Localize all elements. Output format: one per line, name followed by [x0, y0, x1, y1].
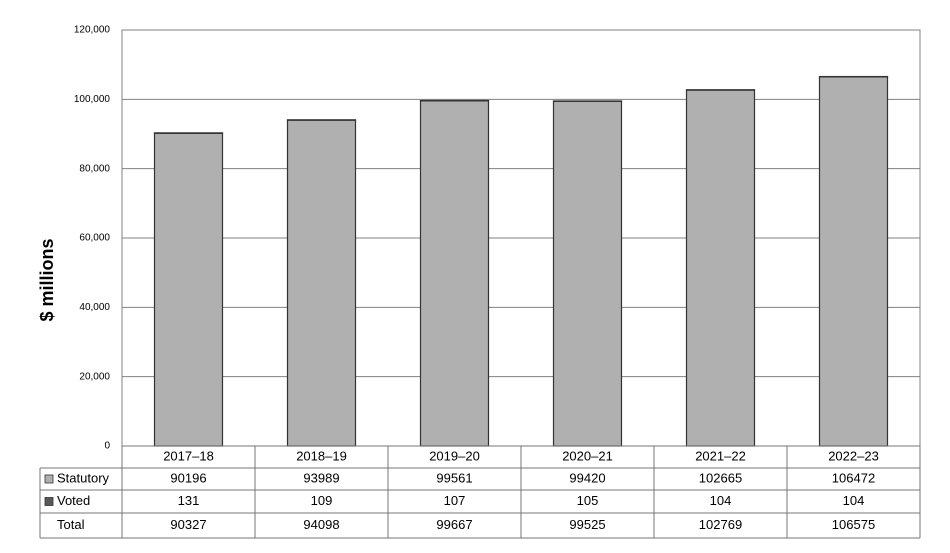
y-tick-label: 0	[104, 441, 110, 452]
table-cell: 90196	[170, 470, 206, 485]
table-cell: 107	[444, 493, 466, 508]
table-cell: 102665	[699, 470, 742, 485]
table-cell: 99667	[436, 517, 472, 532]
bar-segment	[685, 89, 756, 447]
table-cell: 105	[577, 493, 599, 508]
table-cell: 109	[311, 493, 333, 508]
bar-segment	[818, 76, 889, 447]
table-row-label: Total	[57, 517, 85, 532]
table-cell: 99561	[436, 470, 472, 485]
table-cell: 102769	[699, 517, 742, 532]
legend-label: Voted	[57, 493, 90, 508]
table-cell: 104	[710, 493, 732, 508]
table-cell: 106472	[832, 470, 875, 485]
x-tick-label: 2021–22	[695, 448, 746, 463]
bar-segment	[153, 132, 224, 447]
bar-segment	[419, 100, 490, 447]
y-tick-label: 100,000	[74, 94, 111, 105]
legend-swatch	[44, 474, 54, 484]
x-tick-label: 2019–20	[429, 448, 480, 463]
y-tick-label: 60,000	[79, 233, 110, 244]
legend-swatch	[44, 497, 54, 506]
y-tick-label: 80,000	[79, 163, 110, 174]
table-cell: 94098	[303, 517, 339, 532]
x-tick-label: 2018–19	[296, 448, 347, 463]
table-cell: 93989	[303, 470, 339, 485]
table-cell: 90327	[170, 517, 206, 532]
table-cell: 99525	[569, 517, 605, 532]
x-tick-label: 2017–18	[163, 448, 214, 463]
bar-segment	[286, 119, 357, 447]
y-tick-label: 20,000	[79, 371, 110, 382]
table-cell: 131	[178, 493, 200, 508]
y-tick-label: 120,000	[74, 25, 111, 36]
table-cell: 99420	[569, 470, 605, 485]
x-tick-label: 2020–21	[562, 448, 613, 463]
legend-label: Statutory	[57, 470, 110, 485]
y-tick-label: 40,000	[79, 302, 110, 313]
table-cell: 106575	[832, 517, 875, 532]
bar-segment	[552, 100, 623, 447]
y-axis-title: $ millions	[37, 238, 57, 321]
table-cell: 104	[843, 493, 865, 508]
x-tick-label: 2022–23	[828, 448, 879, 463]
